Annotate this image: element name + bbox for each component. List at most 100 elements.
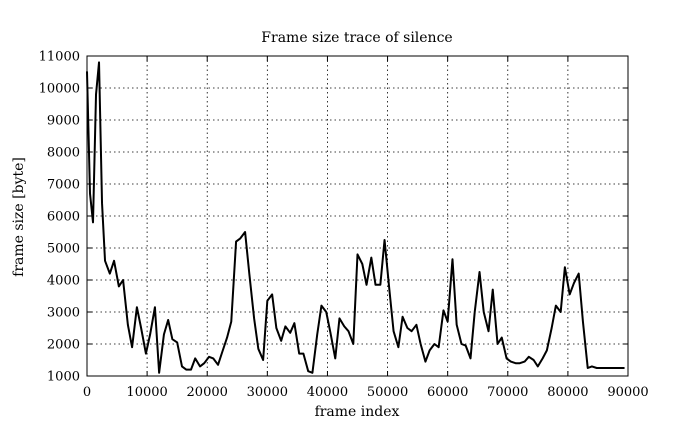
data-point xyxy=(591,365,593,367)
data-point xyxy=(185,369,187,371)
data-point xyxy=(542,357,544,359)
data-point xyxy=(298,353,300,355)
data-point xyxy=(451,258,454,260)
data-point xyxy=(127,324,129,326)
data-point xyxy=(113,260,115,262)
data-point xyxy=(555,305,557,307)
data-point xyxy=(411,330,413,332)
data-point xyxy=(524,361,526,363)
data-point xyxy=(101,202,103,204)
data-point xyxy=(293,322,295,324)
series-line xyxy=(86,61,625,374)
data-point xyxy=(262,359,264,361)
data-point xyxy=(257,348,259,350)
data-point xyxy=(573,282,575,284)
data-point xyxy=(469,357,472,359)
data-point xyxy=(587,367,589,369)
x-tick-label: 50000 xyxy=(367,385,408,400)
data-point xyxy=(176,341,178,343)
data-point xyxy=(415,324,418,326)
data-point xyxy=(145,353,147,355)
data-point xyxy=(447,321,449,323)
data-point xyxy=(438,346,440,348)
y-axis-title: frame size [byte] xyxy=(11,157,27,277)
data-point xyxy=(569,293,571,295)
data-point xyxy=(442,309,445,311)
data-point xyxy=(320,305,323,307)
x-tick-label: 0 xyxy=(83,385,91,400)
data-point xyxy=(483,311,485,313)
data-point xyxy=(275,327,277,329)
y-tick-label: 4000 xyxy=(47,274,80,289)
data-point xyxy=(478,271,481,273)
data-point xyxy=(383,239,386,241)
data-point xyxy=(271,293,273,295)
data-point xyxy=(564,266,566,268)
y-tick-label: 7000 xyxy=(47,178,80,193)
data-point xyxy=(329,332,332,334)
x-tick-label: 10000 xyxy=(126,385,167,400)
y-tick-label: 11000 xyxy=(39,50,80,65)
data-point xyxy=(307,370,309,372)
x-tick-label: 20000 xyxy=(187,385,228,400)
data-point xyxy=(311,372,314,374)
data-point xyxy=(605,367,607,369)
data-point xyxy=(460,343,463,345)
data-point xyxy=(266,300,268,302)
data-point xyxy=(280,340,282,342)
data-point xyxy=(505,357,508,359)
data-point xyxy=(514,362,517,364)
data-point xyxy=(492,289,494,291)
data-point xyxy=(487,330,490,332)
data-point xyxy=(370,257,372,259)
data-point xyxy=(122,279,124,281)
data-point xyxy=(582,321,584,323)
data-point xyxy=(546,349,548,351)
data-point xyxy=(365,284,368,286)
chart-title: Frame size trace of silence xyxy=(261,30,452,46)
data-point xyxy=(501,337,503,339)
data-point xyxy=(600,367,602,369)
data-point xyxy=(465,345,467,347)
data-point xyxy=(190,369,192,371)
y-tick-label: 1000 xyxy=(47,370,80,385)
x-tick-label: 90000 xyxy=(607,385,648,400)
data-point xyxy=(92,221,94,223)
data-point xyxy=(253,317,255,319)
data-point xyxy=(203,362,205,364)
data-point xyxy=(424,361,427,363)
data-point xyxy=(217,364,219,366)
axis-ticks: 0 10000 20000 30000 40000 50000 60000 70000 8000… xyxy=(39,50,649,401)
data-point xyxy=(226,337,228,339)
data-point xyxy=(623,367,625,369)
data-point xyxy=(618,367,620,369)
data-point xyxy=(208,356,210,358)
data-point xyxy=(397,346,399,348)
data-point xyxy=(248,273,250,275)
data-point xyxy=(316,333,318,335)
x-axis-title: frame index xyxy=(315,404,400,420)
x-tick-label: 30000 xyxy=(247,385,288,400)
data-point xyxy=(596,367,598,369)
data-point xyxy=(343,325,345,327)
data-point xyxy=(239,237,241,239)
data-point xyxy=(163,333,165,335)
data-point xyxy=(551,327,553,329)
data-point xyxy=(374,284,377,286)
y-tick-label: 5000 xyxy=(47,242,80,257)
data-point xyxy=(537,365,539,367)
data-point xyxy=(420,343,422,345)
data-point xyxy=(98,61,100,64)
data-point xyxy=(171,338,173,340)
data-point xyxy=(95,93,97,95)
data-point xyxy=(289,332,291,334)
y-tick-label: 2000 xyxy=(47,338,80,353)
x-tick-label: 60000 xyxy=(427,385,468,400)
data-point xyxy=(379,284,381,286)
data-point xyxy=(325,311,327,313)
data-point xyxy=(284,325,286,327)
data-point xyxy=(131,346,133,348)
data-point xyxy=(136,306,138,308)
data-point xyxy=(334,357,336,359)
data-point xyxy=(167,319,169,321)
